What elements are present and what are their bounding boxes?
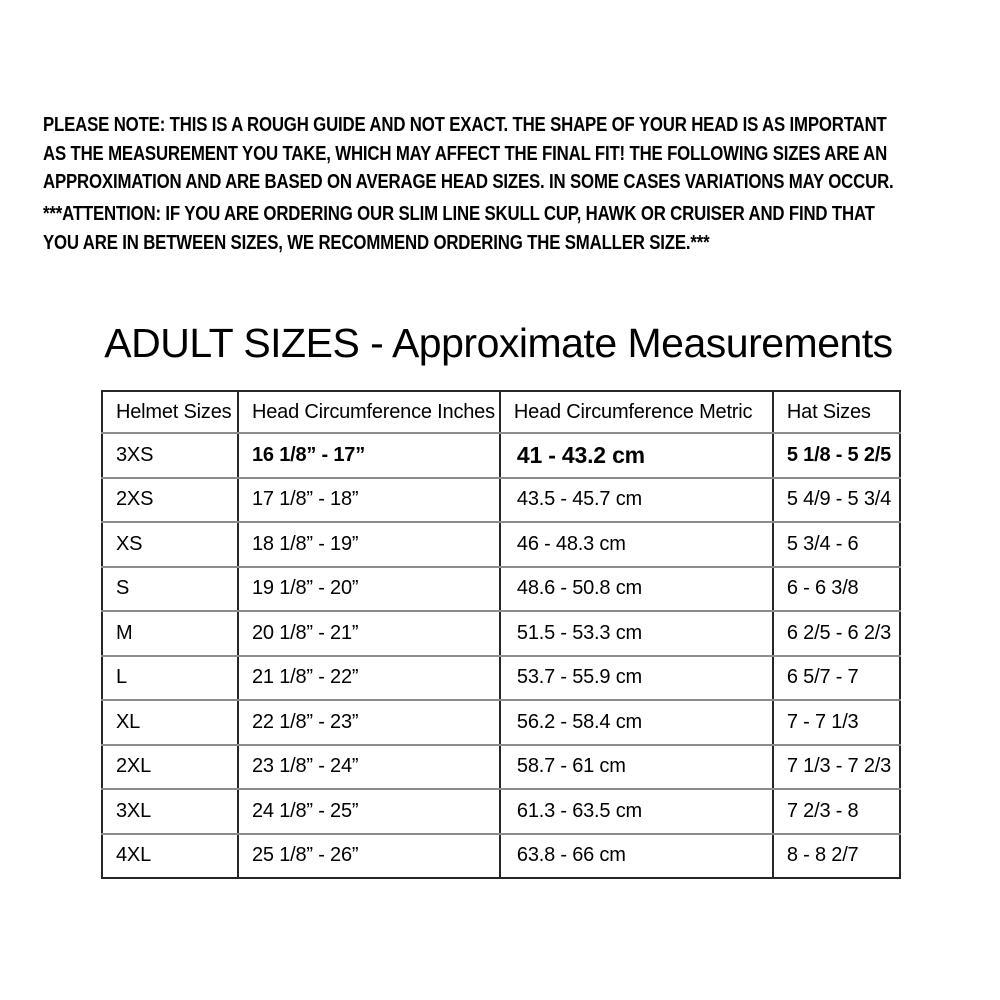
helmet-size-cell: 2XL [101,743,239,790]
helmet-size-cell: XL [101,699,239,746]
table-row: 2XL 23 1/8” - 24” 58.7 - 61 cm 7 1/3 - 7… [101,743,901,790]
inches-cell: 16 1/8” - 17” [237,432,501,479]
metric-cell: 61.3 - 63.5 cm [498,788,774,835]
column-header-hat-sizes: Hat Sizes [771,390,901,434]
metric-cell: 46 - 48.3 cm [498,521,774,568]
hat-size-cell: 6 - 6 3/8 [771,565,901,612]
column-header-circumference-inches: Head Circumference Inches [237,390,501,434]
table-row: S 19 1/8” - 20” 48.6 - 50.8 cm 6 - 6 3/8 [101,565,901,612]
table-row: L 21 1/8” - 22” 53.7 - 55.9 cm 6 5/7 - 7 [101,654,901,701]
hat-size-cell: 7 1/3 - 7 2/3 [771,743,901,790]
attention-note: ***ATTENTION: IF YOU ARE ORDERING OUR SL… [43,200,875,257]
hat-size-cell: 5 4/9 - 5 3/4 [771,476,901,523]
inches-cell: 18 1/8” - 19” [237,521,501,568]
helmet-size-cell: 3XL [101,788,239,835]
table-row: 2XS 17 1/8” - 18” 43.5 - 45.7 cm 5 4/9 -… [101,476,901,523]
helmet-size-cell: S [101,565,239,612]
hat-size-cell: 6 5/7 - 7 [771,654,901,701]
metric-cell: 41 - 43.2 cm [498,432,774,479]
note-line: PLEASE NOTE: THIS IS A ROUGH GUIDE AND N… [43,114,887,136]
inches-cell: 24 1/8” - 25” [237,788,501,835]
column-header-helmet-sizes: Helmet Sizes [101,390,239,434]
table-row: XL 22 1/8” - 23” 56.2 - 58.4 cm 7 - 7 1/… [101,699,901,746]
helmet-size-cell: M [101,610,239,657]
metric-cell: 63.8 - 66 cm [498,832,774,879]
metric-cell: 53.7 - 55.9 cm [498,654,774,701]
note-line: AS THE MEASUREMENT YOU TAKE, WHICH MAY A… [43,142,888,165]
helmet-size-cell: 3XS [101,432,239,479]
helmet-size-cell: XS [101,521,239,568]
note-line: APPROXIMATION AND ARE BASED ON AVERAGE H… [43,171,894,193]
inches-cell: 22 1/8” - 23” [237,699,501,746]
metric-cell: 51.5 - 53.3 cm [498,610,774,657]
hat-size-cell: 7 - 7 1/3 [771,699,901,746]
adult-sizes-table: Helmet Sizes Head Circumference Inches H… [101,390,901,879]
metric-cell: 58.7 - 61 cm [498,743,774,790]
inches-cell: 20 1/8” - 21” [237,610,501,657]
table-row: 3XS 16 1/8” - 17” 41 - 43.2 cm 5 1/8 - 5… [101,432,901,479]
table-row: 4XL 25 1/8” - 26” 63.8 - 66 cm 8 - 8 2/7 [101,832,901,879]
column-header-circumference-metric: Head Circumference Metric [498,390,774,434]
helmet-size-cell: 4XL [101,832,239,879]
inches-cell: 25 1/8” - 26” [237,832,501,879]
metric-cell: 56.2 - 58.4 cm [498,699,774,746]
table-row: XS 18 1/8” - 19” 46 - 48.3 cm 5 3/4 - 6 [101,521,901,568]
hat-size-cell: 7 2/3 - 8 [771,788,901,835]
attention-line: ***ATTENTION: IF YOU ARE ORDERING OUR SL… [43,203,875,225]
helmet-size-cell: 2XS [101,476,239,523]
hat-size-cell: 8 - 8 2/7 [771,832,901,879]
metric-cell: 43.5 - 45.7 cm [498,476,774,523]
inches-cell: 21 1/8” - 22” [237,654,501,701]
hat-size-cell: 6 2/5 - 6 2/3 [771,610,901,657]
table-row: 3XL 24 1/8” - 25” 61.3 - 63.5 cm 7 2/3 -… [101,788,901,835]
inches-cell: 17 1/8” - 18” [237,476,501,523]
hat-size-cell: 5 1/8 - 5 2/5 [771,432,901,479]
attention-line: YOU ARE IN BETWEEN SIZES, WE RECOMMEND O… [43,231,710,254]
disclaimer-note: PLEASE NOTE: THIS IS A ROUGH GUIDE AND N… [43,111,894,197]
table-row: M 20 1/8” - 21” 51.5 - 53.3 cm 6 2/5 - 6… [101,610,901,657]
inches-cell: 19 1/8” - 20” [237,565,501,612]
table-header-row: Helmet Sizes Head Circumference Inches H… [101,390,901,434]
metric-cell: 48.6 - 50.8 cm [498,565,774,612]
hat-size-cell: 5 3/4 - 6 [771,521,901,568]
inches-cell: 23 1/8” - 24” [237,743,501,790]
page-title: ADULT SIZES - Approximate Measurements [104,320,893,366]
helmet-size-cell: L [101,654,239,701]
